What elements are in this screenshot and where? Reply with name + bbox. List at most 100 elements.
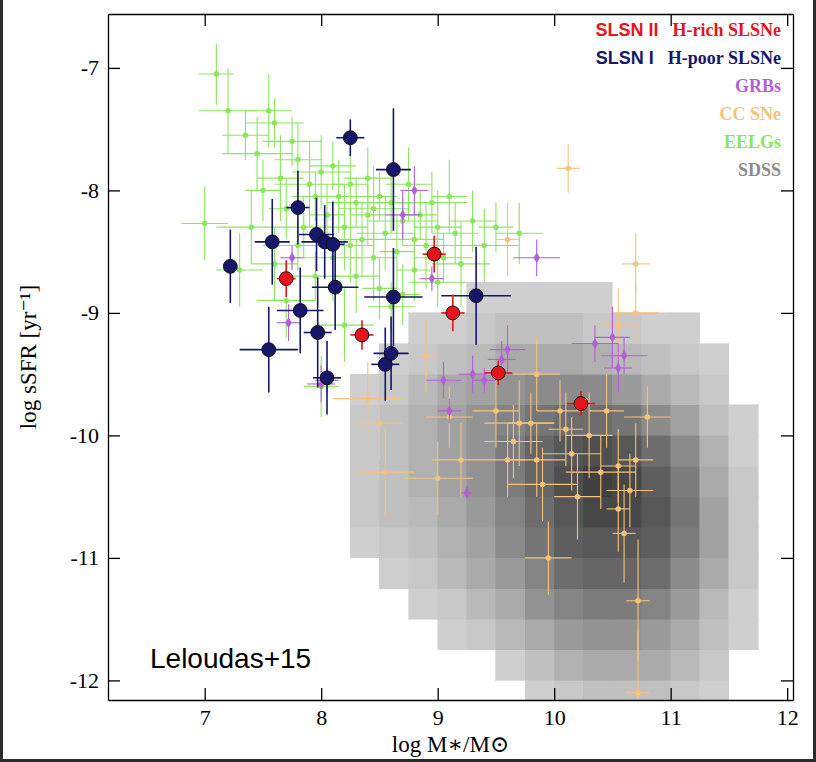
marker (429, 200, 435, 206)
series (277, 236, 595, 416)
marker (359, 237, 365, 243)
marker (343, 131, 357, 145)
marker (534, 457, 540, 463)
tick-mark (108, 680, 120, 681)
tick-mark (554, 14, 555, 26)
density-cell (350, 344, 379, 375)
marker (469, 289, 483, 303)
density-cell (496, 619, 525, 650)
tick-mark (108, 313, 120, 314)
tick-label: 8 (316, 705, 327, 730)
density-cell (671, 619, 700, 650)
marker (289, 139, 295, 145)
series (181, 43, 542, 417)
tick: -12 (70, 668, 120, 693)
marker (289, 252, 295, 263)
density-cell (350, 527, 379, 558)
density-cell (496, 650, 525, 681)
marker (411, 185, 417, 196)
marker (482, 243, 488, 249)
density-cell (729, 497, 758, 528)
marker (237, 267, 243, 273)
marker (283, 298, 289, 304)
marker (384, 346, 398, 360)
density-cell (729, 405, 758, 436)
density-cell (554, 344, 583, 375)
density-cell (350, 589, 379, 620)
tick-mark (781, 558, 793, 559)
density-cell (700, 558, 729, 589)
marker (635, 598, 641, 604)
density-cell (642, 466, 671, 497)
density-cell (612, 313, 641, 344)
density-cell (700, 405, 729, 436)
density-cell (467, 527, 496, 558)
marker (348, 243, 354, 249)
marker (394, 249, 400, 255)
marker (254, 151, 260, 157)
density-cell (467, 650, 496, 681)
density-cell (438, 344, 467, 375)
marker (446, 306, 460, 320)
tick (781, 313, 793, 314)
density-cell (409, 527, 438, 558)
density-cell (583, 589, 612, 620)
density-cell (525, 558, 554, 589)
tick-label: 10 (544, 705, 566, 730)
density-cell (496, 282, 525, 313)
density-cell (525, 374, 554, 405)
marker (505, 237, 511, 243)
tick (438, 14, 439, 26)
marker (470, 369, 476, 380)
density-cell (467, 282, 496, 313)
marker (435, 224, 441, 230)
marker (504, 344, 510, 355)
marker (262, 343, 276, 357)
density-cell (350, 435, 379, 466)
density-cell (496, 680, 525, 700)
density-cell (438, 527, 467, 558)
density-cell (438, 405, 467, 436)
density-cell (729, 466, 758, 497)
density-cell (612, 405, 641, 436)
density-cell (554, 650, 583, 681)
density-cell (700, 313, 729, 344)
tick (781, 558, 793, 559)
density-cell (612, 527, 641, 558)
series (333, 144, 671, 700)
density-cell (379, 680, 408, 700)
marker (604, 408, 610, 414)
marker (387, 290, 401, 304)
density-cell (612, 282, 641, 313)
tick-label: 12 (777, 705, 799, 730)
tick-mark (321, 688, 322, 700)
marker (440, 375, 446, 386)
density-cell (583, 558, 612, 589)
marker (511, 439, 517, 445)
marker (615, 363, 621, 374)
marker (423, 353, 429, 359)
marker (427, 247, 441, 261)
density-cell (554, 466, 583, 497)
marker (348, 182, 354, 188)
marker (458, 457, 464, 463)
legend-entry: H-poor SLSNe (668, 48, 781, 68)
density-cell (496, 497, 525, 528)
density-cell (642, 282, 671, 313)
density-cell (671, 435, 700, 466)
tick: 9 (433, 688, 444, 730)
marker (412, 237, 418, 243)
density-cell (642, 680, 671, 700)
tick-mark (108, 558, 120, 559)
density-cell (409, 405, 438, 436)
density-cell (438, 680, 467, 700)
tick: 10 (544, 688, 566, 730)
marker (615, 322, 621, 328)
density-cell (671, 466, 700, 497)
density-cell (700, 527, 729, 558)
marker (295, 157, 301, 163)
density-cell (671, 313, 700, 344)
tick-label: -7 (81, 55, 99, 80)
chart: 789101112-12-11-10-9-8-7log M∗/M⊙log sSF… (0, 0, 816, 762)
tick-mark (205, 688, 206, 700)
